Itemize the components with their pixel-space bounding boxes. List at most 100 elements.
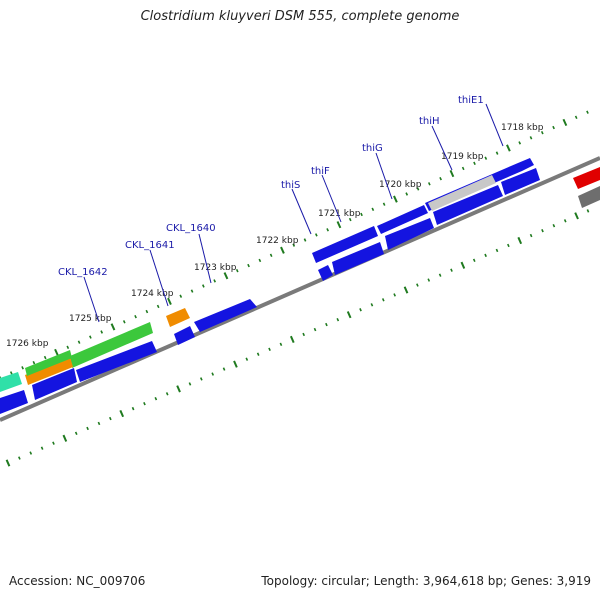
gene-label-CKL_1641[interactable]: CKL_1641 xyxy=(125,240,175,251)
gene-label-thiG[interactable]: thiG xyxy=(362,143,383,154)
gene-rev-6[interactable] xyxy=(76,341,157,382)
minor-tick xyxy=(86,426,89,431)
gene-thiF[interactable] xyxy=(312,226,378,263)
gene-rev-1[interactable] xyxy=(501,168,540,195)
major-tick xyxy=(62,434,68,442)
gene-green-small[interactable] xyxy=(25,350,72,376)
minor-tick xyxy=(314,233,318,237)
minor-tick xyxy=(245,357,249,361)
minor-tick xyxy=(179,294,183,298)
minor-tick xyxy=(292,243,296,247)
minor-tick xyxy=(258,258,262,263)
gene-CKL_1641[interactable] xyxy=(166,308,190,327)
minor-tick xyxy=(473,161,476,166)
minor-tick xyxy=(461,166,465,171)
minor-tick xyxy=(325,322,328,327)
minor-tick xyxy=(518,141,522,145)
major-tick xyxy=(233,360,238,368)
major-tick xyxy=(562,118,568,127)
gene-label-thiF[interactable]: thiF xyxy=(311,166,330,177)
gene-label-thiS[interactable]: thiS xyxy=(281,180,300,191)
minor-tick xyxy=(495,248,499,253)
minor-tick xyxy=(269,253,273,258)
minor-tick xyxy=(472,258,476,263)
major-tick xyxy=(460,261,466,269)
gene-label-thiE1[interactable]: thiE1 xyxy=(458,95,484,106)
major-tick xyxy=(506,144,511,152)
minor-tick xyxy=(348,217,352,222)
minor-tick xyxy=(213,279,217,283)
minor-tick xyxy=(495,151,499,155)
minor-tick xyxy=(40,446,44,450)
minor-tick xyxy=(247,263,250,268)
gene-orange-small[interactable] xyxy=(25,357,73,385)
minor-tick xyxy=(439,176,442,181)
major-tick xyxy=(346,311,352,319)
scale-label: 1725 kbp xyxy=(69,314,112,324)
scale-label: 1724 kbp xyxy=(131,289,174,299)
minor-tick xyxy=(552,125,555,130)
minor-tick xyxy=(199,377,203,381)
minor-tick xyxy=(381,298,385,302)
minor-tick xyxy=(416,187,420,191)
major-tick xyxy=(393,195,398,203)
gene-thiS[interactable] xyxy=(318,265,333,281)
minor-tick xyxy=(143,401,146,406)
gene-label-thiH[interactable]: thiH xyxy=(419,116,440,127)
minor-tick xyxy=(122,320,126,324)
minor-tick xyxy=(89,335,92,339)
gene-label-CKL_1642[interactable]: CKL_1642 xyxy=(58,267,108,278)
gene-rev-8[interactable] xyxy=(0,390,28,414)
major-tick xyxy=(336,221,342,229)
gene-rev-3[interactable] xyxy=(385,218,434,250)
minor-tick xyxy=(370,303,374,307)
minor-tick xyxy=(507,243,510,248)
gene-rev-4[interactable] xyxy=(332,242,384,275)
gene-rev-5[interactable] xyxy=(174,326,195,345)
minor-tick xyxy=(586,209,590,213)
minor-tick xyxy=(484,253,487,258)
gene-thiG[interactable] xyxy=(377,205,428,234)
genome-summary-text: Topology: circular; Length: 3,964,618 bp… xyxy=(261,574,591,588)
gene-thiH-grey[interactable] xyxy=(428,175,496,211)
minor-tick xyxy=(52,441,55,445)
minor-tick xyxy=(32,360,36,365)
minor-tick xyxy=(156,304,160,309)
minor-tick xyxy=(360,212,363,217)
minor-tick xyxy=(552,224,556,228)
gene-rev-7[interactable] xyxy=(32,368,77,400)
major-tick xyxy=(223,272,229,280)
minor-tick xyxy=(303,238,307,242)
minor-tick xyxy=(529,233,533,238)
outer-tick-track xyxy=(0,110,589,382)
minor-tick xyxy=(18,456,21,460)
gene-grey[interactable] xyxy=(578,186,600,208)
reverse-strand-genes xyxy=(0,168,600,414)
gene-label-CKL_1640[interactable]: CKL_1640 xyxy=(166,223,216,234)
gene-red[interactable] xyxy=(573,167,600,189)
major-tick xyxy=(574,212,579,220)
minor-tick xyxy=(326,228,329,232)
minor-tick xyxy=(574,115,578,120)
scale-label: 1720 kbp xyxy=(379,180,422,190)
gene-CKL_1642[interactable] xyxy=(70,322,153,368)
minor-tick xyxy=(313,327,317,332)
major-tick xyxy=(176,385,181,393)
minor-tick xyxy=(268,347,271,351)
minor-tick xyxy=(450,268,453,272)
scale-labels: 1718 kbp 1719 kbp 1720 kbp 1721 kbp 1722… xyxy=(6,123,544,349)
minor-tick xyxy=(9,371,13,375)
minor-tick xyxy=(563,219,567,223)
minor-tick xyxy=(222,367,226,371)
minor-tick xyxy=(302,332,306,337)
gene-rev-2[interactable] xyxy=(433,185,503,225)
scale-label: 1719 kbp xyxy=(441,152,484,162)
minor-tick xyxy=(438,273,442,277)
scale-label: 1718 kbp xyxy=(501,123,544,133)
gene-CKL_1640[interactable] xyxy=(194,299,257,332)
minor-tick xyxy=(74,431,78,436)
minor-tick xyxy=(190,289,194,293)
gene-teal[interactable] xyxy=(0,372,22,392)
